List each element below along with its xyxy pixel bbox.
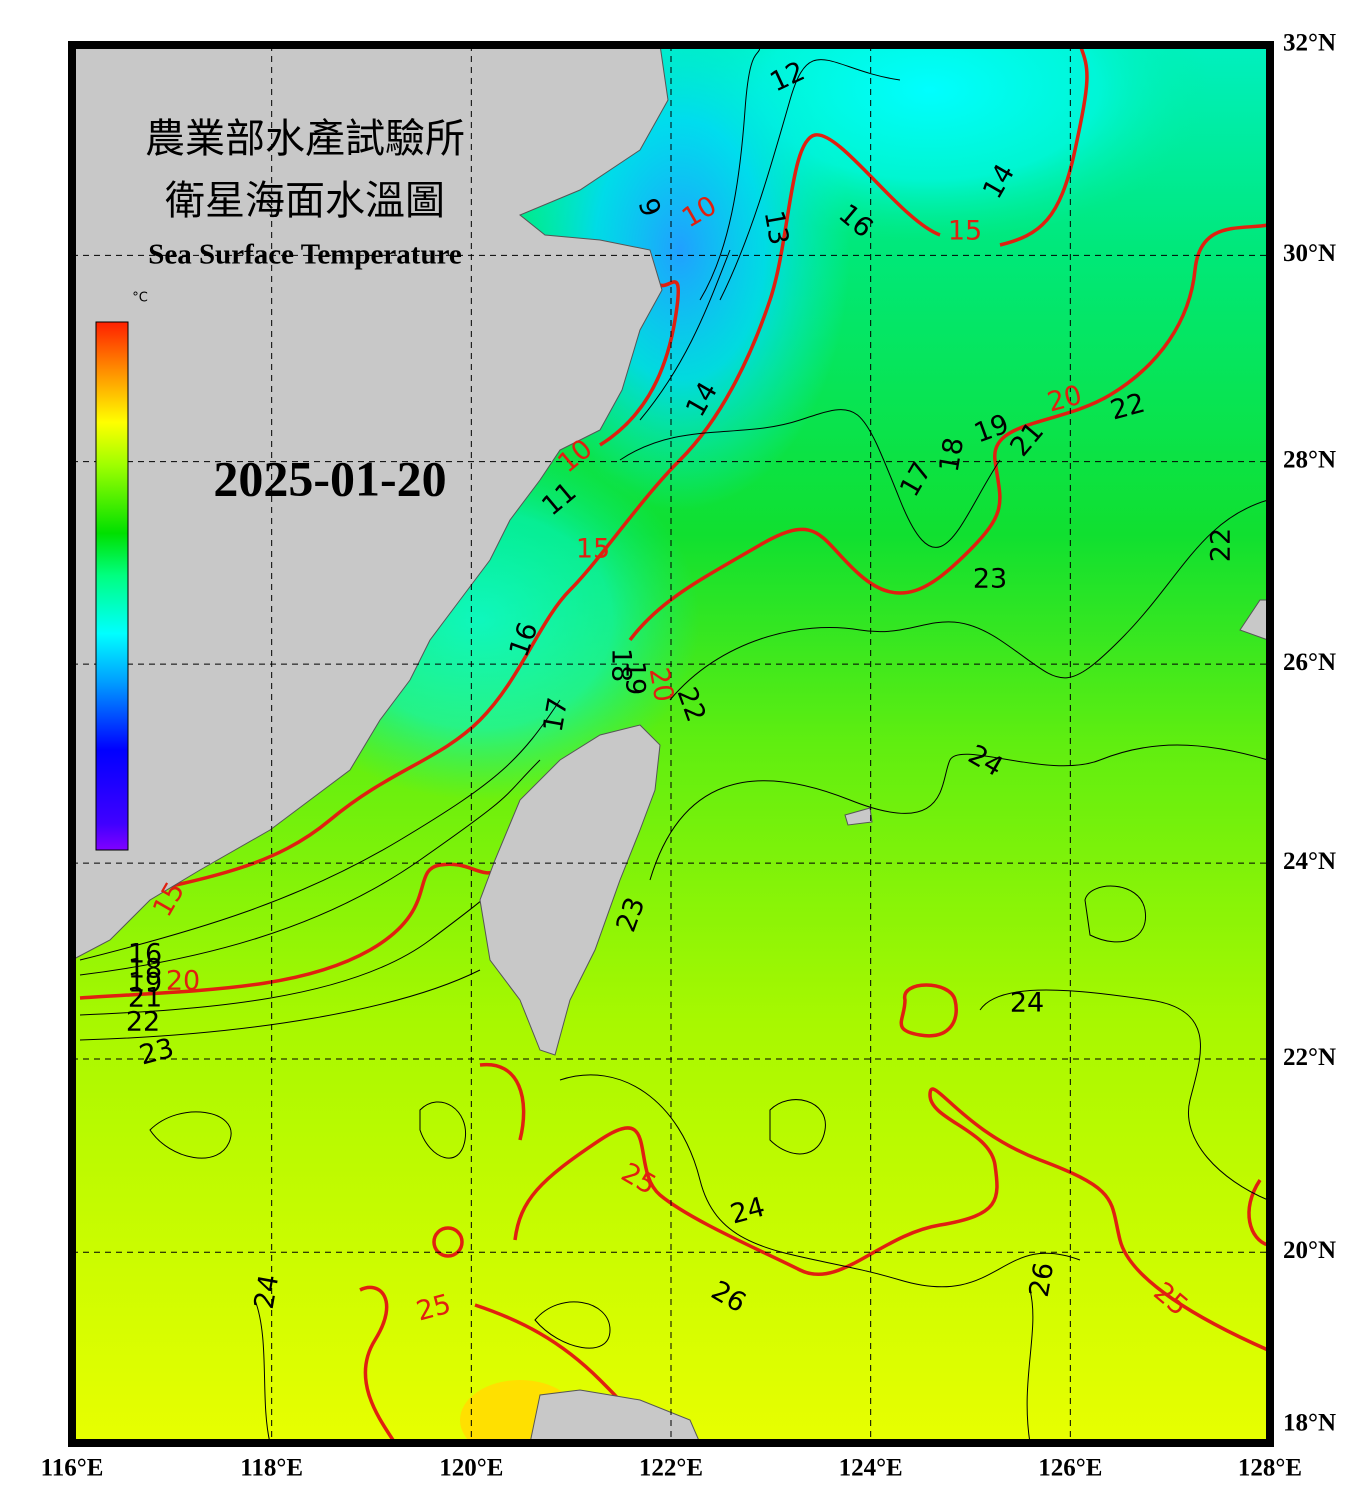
y-tick-label: 24°N [1283,848,1336,875]
taiwan [479,724,661,1056]
y-tick-label: 22°N [1283,1044,1336,1071]
isotherms-red [79,45,1269,1443]
y-tick-label: 20°N [1283,1237,1336,1264]
contour-label: 24 [249,1272,285,1311]
x-tick-label: 122°E [639,1455,703,1482]
colorbar-unit: °C [132,291,148,306]
colorbar-scale [95,321,129,851]
contour-label: 13 [758,208,794,247]
contour-label: 21 [128,983,162,1014]
contour-label: 18 [606,648,637,682]
contour-label: 20 [166,966,200,997]
x-tick-label: 128°E [1238,1455,1302,1482]
contour-label: 23 [973,564,1007,595]
contour-label: 24 [1010,988,1044,1019]
title-zh: 農業部水產試驗所 [145,116,465,161]
contour-label: 22 [1206,528,1237,562]
luzon [529,1389,701,1443]
graticule [72,45,1270,1443]
contour-label: 19 [620,661,651,695]
y-tick-label: 32°N [1283,30,1336,57]
date: 2025-01-20 [213,450,446,506]
contour-label: 18 [128,954,162,985]
x-tick-label: 120°E [439,1455,503,1482]
contour-label: 20 [643,665,679,704]
title-en: Sea Surface Temperature [148,239,462,271]
contour-label: 15 [948,216,982,247]
mainland-china [72,45,669,961]
x-tick-label: 118°E [240,1455,303,1482]
contour-label: 18 [934,435,970,474]
contour-label: 22 [126,1007,160,1038]
subtitle-zh: 衛星海面水溫圖 [165,178,445,223]
contour-label: 15 [576,534,610,565]
island [844,807,873,826]
colorbar: °C [95,291,148,851]
x-tick-label: 124°E [839,1455,903,1482]
y-tick-label: 30°N [1283,240,1336,267]
x-tick-label: 116°E [41,1455,104,1482]
y-tick-label: 18°N [1283,1410,1336,1437]
x-tick-label: 126°E [1038,1455,1102,1482]
y-tick-label: 28°N [1283,446,1336,473]
y-tick-label: 26°N [1283,649,1336,676]
contour-label: 17 [538,695,574,734]
contour-label: 16 [128,939,162,970]
contour-label: 19 [128,968,162,999]
contour-label: 26 [1024,1260,1060,1299]
map-frame [68,41,1274,1447]
